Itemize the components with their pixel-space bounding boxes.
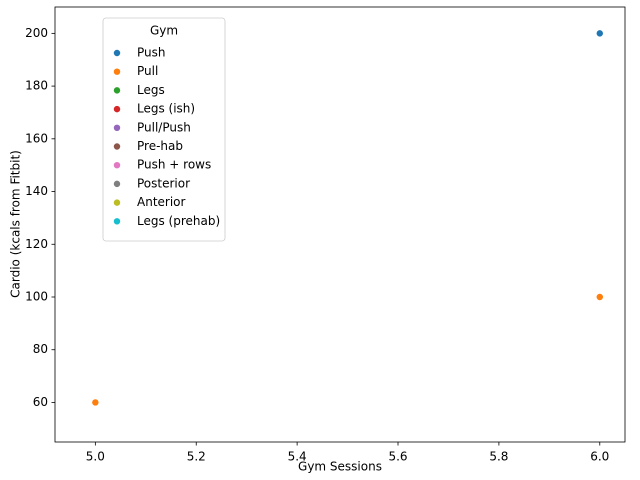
x-tick-label: 5.6: [388, 450, 407, 464]
legend-label: Push: [137, 46, 166, 60]
legend-swatch: [113, 161, 121, 170]
legend-swatch: [113, 123, 121, 132]
legend-label: Pre-hab: [137, 139, 183, 153]
y-tick-label: 60: [33, 395, 48, 409]
x-axis-label: Gym Sessions: [298, 460, 382, 474]
x-tick-label: 5.2: [187, 450, 206, 464]
legend-swatch: [113, 142, 121, 151]
y-tick-label: 100: [25, 290, 48, 304]
x-tick-label: 6.0: [590, 450, 609, 464]
legend-label: Legs: [137, 83, 165, 97]
x-tick-label: 5.4: [288, 450, 307, 464]
plot-frame: [54, 6, 626, 443]
y-tick-label: 200: [25, 26, 48, 40]
y-tick-label: 160: [25, 131, 48, 145]
legend-label: Pull/Push: [137, 120, 191, 134]
x-tick-label: 5.8: [489, 450, 508, 464]
point: [595, 293, 604, 301]
legend-box: [102, 17, 226, 242]
legend-label: Anterior: [137, 195, 186, 209]
point: [595, 29, 604, 38]
legend-swatch: [113, 217, 121, 226]
y-tick-label: 120: [25, 237, 48, 251]
y-tick-label: 80: [33, 342, 48, 356]
legend-title: Gym: [150, 24, 178, 38]
y-tick-label: 140: [25, 184, 48, 198]
legend-swatch: [113, 179, 121, 188]
legend-swatch: [113, 86, 121, 95]
legend-label: Legs (prehab): [137, 214, 220, 228]
x-tick-label: 5.0: [86, 450, 105, 464]
y-tick-label: 180: [25, 79, 48, 93]
point: [91, 398, 100, 407]
legend-label: Posterior: [137, 176, 190, 190]
legend-swatch: [113, 49, 121, 57]
legend-label: Push + rows: [137, 158, 211, 172]
y-axis-label: Cardio (kcals from Fitbit): [9, 150, 23, 298]
legend-swatch: [113, 198, 121, 207]
legend-label: Pull: [137, 64, 158, 78]
legend-swatch: [113, 105, 121, 114]
legend-swatch: [113, 67, 121, 76]
legend-label: Legs (ish): [137, 102, 195, 116]
